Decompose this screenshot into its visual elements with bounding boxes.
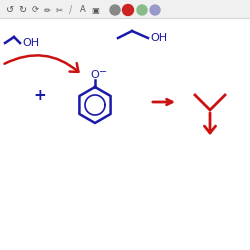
- Text: OH: OH: [22, 38, 39, 48]
- Text: OH: OH: [150, 33, 167, 43]
- Text: ↻: ↻: [18, 5, 26, 15]
- Text: ✂: ✂: [56, 6, 62, 15]
- FancyArrowPatch shape: [4, 55, 78, 72]
- Circle shape: [137, 5, 147, 15]
- Text: /: /: [70, 5, 72, 15]
- Text: O: O: [90, 70, 100, 80]
- FancyArrowPatch shape: [204, 113, 216, 133]
- Text: +: +: [34, 88, 46, 102]
- Text: ⟳: ⟳: [32, 6, 38, 15]
- Circle shape: [110, 5, 120, 15]
- Text: ↺: ↺: [6, 5, 14, 15]
- Circle shape: [122, 4, 134, 16]
- Text: A: A: [80, 6, 86, 15]
- Circle shape: [150, 5, 160, 15]
- Bar: [0, 0, 250, 18]
- Text: ✏: ✏: [44, 6, 51, 15]
- Text: −: −: [99, 67, 107, 77]
- Text: ▣: ▣: [91, 6, 99, 15]
